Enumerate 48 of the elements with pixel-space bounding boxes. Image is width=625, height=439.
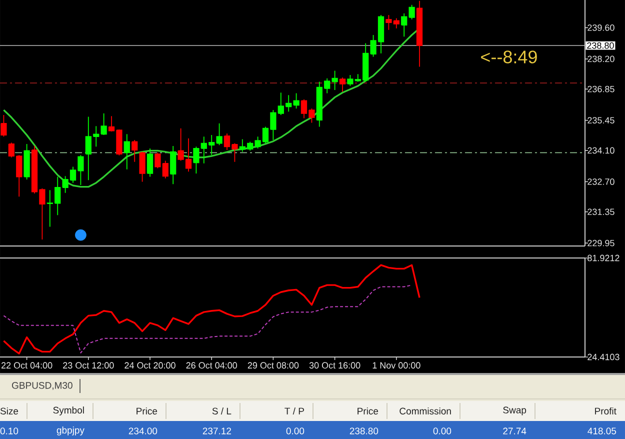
text: 234.00 <box>128 428 158 434</box>
y-tick-label: 234.10 <box>588 147 614 154</box>
candlestick <box>139 151 146 182</box>
category-label: Swap <box>503 406 526 416</box>
text: GBPUSD,M30 <box>12 382 72 390</box>
y-tick-label: 235.45 <box>588 117 614 124</box>
x-tick-label: 29 Oct 08:00 <box>248 362 299 369</box>
candlestick <box>124 134 130 170</box>
category-label: Commission <box>400 407 451 414</box>
candlestick <box>132 140 138 162</box>
x-tick-label: 1 Nov 00:00 <box>372 362 420 369</box>
category-label: Profit <box>595 407 616 414</box>
y-tick-label: 229.95 <box>588 240 614 246</box>
category-label: Price <box>358 407 378 414</box>
text: 0.00 <box>286 428 304 434</box>
y-tick-label: 232.70 <box>588 178 614 185</box>
x-tick-label: 24 Oct 20:00 <box>124 362 176 369</box>
text: 238.80 <box>350 428 378 434</box>
text: 0.00 <box>433 428 452 434</box>
x-tick-label: 22 Oct 04:00 <box>1 362 52 369</box>
category-label: Size <box>0 407 18 414</box>
text: 27.74 <box>503 428 526 434</box>
y-tick-label: 238.20 <box>588 56 614 62</box>
y-tick-label: 236.85 <box>588 86 614 92</box>
candlestick <box>339 77 346 92</box>
category-label: Price <box>136 407 158 414</box>
y-tick-label: 24.4103 <box>588 354 620 360</box>
y-tick-label: 239.60 <box>588 24 614 31</box>
ref-line-label: 238.80 <box>587 42 614 49</box>
text: 418.05 <box>588 428 616 434</box>
text: 0.10 <box>0 428 18 434</box>
y-tick-label: 231.35 <box>588 208 614 216</box>
category-label: T / P <box>284 407 304 414</box>
candlestick <box>170 146 176 185</box>
x-tick-label: 26 Oct 04:00 <box>186 362 238 369</box>
text: 237.12 <box>202 428 231 434</box>
y-tick-label: 81.9212 <box>588 254 620 262</box>
candlestick <box>0 114 7 138</box>
x-tick-label: 30 Oct 16:00 <box>309 362 360 369</box>
x-tick-label: 23 Oct 12:00 <box>63 362 114 369</box>
category-label: S / L <box>212 407 232 414</box>
line-series <box>2 264 420 354</box>
category-label: Symbol <box>53 406 84 416</box>
candlestick <box>416 0 423 68</box>
text: <--8:49 <box>481 50 537 64</box>
text: gbpjpy <box>56 426 84 436</box>
candlestick <box>24 144 30 180</box>
candlestick <box>146 148 154 178</box>
